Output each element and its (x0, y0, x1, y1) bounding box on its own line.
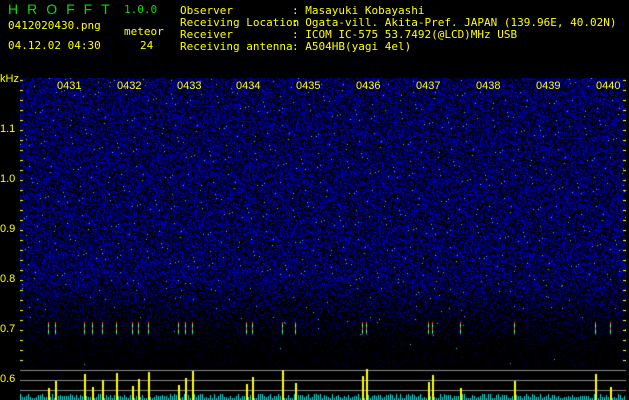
app-version: 1.0.0 (124, 3, 158, 16)
time-label: 0432 (117, 80, 142, 92)
observer-value: : Masayuki Kobayashi (292, 4, 425, 17)
filename: 0412020430.png (8, 19, 101, 32)
location-label: Receiving Location (180, 16, 300, 29)
antenna-label: Receiving antenna (180, 40, 293, 53)
location-value: : Ogata-vill. Akita-Pref. JAPAN (139.96E… (292, 16, 617, 29)
antenna-value: : A504HB(yagi 4el) (292, 40, 412, 53)
observer-label: Observer (180, 4, 233, 17)
datetime: 04.12.02 04:30 (8, 39, 101, 52)
meteor-label: meteor (124, 25, 164, 38)
time-label: 0433 (177, 80, 202, 92)
freq-label: 1.0 (0, 173, 16, 185)
time-label: 0440 (596, 80, 621, 92)
time-label: 0436 (356, 80, 381, 92)
axis-unit: kHz (0, 73, 19, 85)
time-label: 0438 (476, 80, 501, 92)
freq-label: 0.7 (0, 323, 16, 335)
receiver-value: : ICOM IC-575 53.7492(@LCD)MHz USB (292, 28, 518, 41)
freq-label: 0.6 (0, 373, 16, 385)
freq-label: 1.1 (0, 123, 16, 135)
receiver-label: Receiver (180, 28, 233, 41)
app-title: HROFFT (8, 1, 119, 17)
spectrogram (20, 78, 626, 400)
time-label: 0435 (296, 80, 321, 92)
time-label: 0434 (236, 80, 261, 92)
freq-label: 0.9 (0, 223, 16, 235)
time-label: 0437 (416, 80, 441, 92)
time-label: 0431 (57, 80, 82, 92)
time-label: 0439 (536, 80, 561, 92)
meteor-count: 24 (140, 39, 154, 52)
freq-label: 0.8 (0, 273, 16, 285)
